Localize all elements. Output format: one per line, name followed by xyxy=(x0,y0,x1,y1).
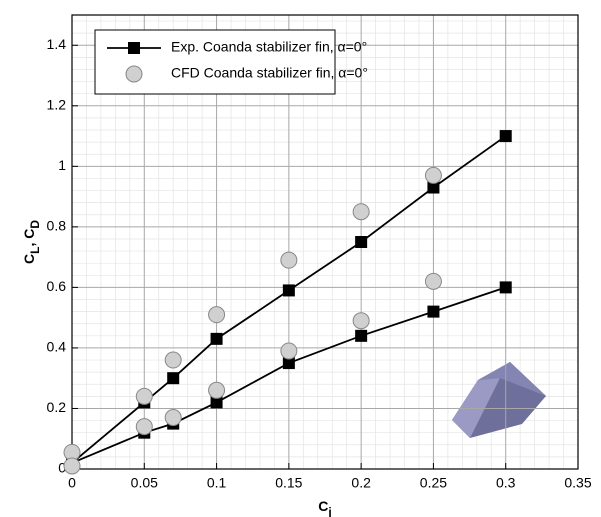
data-point xyxy=(500,130,512,142)
x-tick-label: 0.3 xyxy=(496,475,516,491)
data-point xyxy=(167,372,179,384)
data-point xyxy=(281,252,297,268)
data-point xyxy=(165,410,181,426)
x-tick-label: 0.35 xyxy=(564,475,591,491)
data-point xyxy=(211,333,223,345)
data-point xyxy=(136,419,152,435)
axis-label-part: , C xyxy=(21,229,37,247)
y-tick-label: 0.4 xyxy=(47,339,67,355)
data-point xyxy=(281,343,297,359)
x-tick-label: 0.2 xyxy=(351,475,371,491)
axis-label-part: D xyxy=(28,220,42,229)
data-point xyxy=(425,273,441,289)
x-tick-label: 0.05 xyxy=(131,475,158,491)
y-tick-label: 1.4 xyxy=(47,36,67,52)
data-point xyxy=(283,284,295,296)
x-tick-label: 0 xyxy=(68,475,76,491)
chart: 00.050.10.150.20.250.30.3500.20.40.60.81… xyxy=(0,0,601,517)
legend-label: CFD Coanda stabilizer fin, α=0° xyxy=(171,65,368,81)
y-tick-label: 0.6 xyxy=(47,278,67,294)
y-tick-label: 0.8 xyxy=(47,218,67,234)
data-point xyxy=(427,306,439,318)
data-point xyxy=(355,236,367,248)
data-point xyxy=(355,330,367,342)
y-tick-label: 1 xyxy=(58,157,66,173)
axis-label: Cj xyxy=(318,498,331,517)
legend-marker xyxy=(128,42,140,54)
x-tick-label: 0.25 xyxy=(420,475,447,491)
axis-label: CL, CD xyxy=(21,220,42,264)
data-point xyxy=(353,313,369,329)
data-point xyxy=(165,352,181,368)
data-point xyxy=(136,388,152,404)
y-tick-label: 1.2 xyxy=(47,97,67,113)
data-point xyxy=(209,307,225,323)
x-tick-label: 0.15 xyxy=(275,475,302,491)
fin-illustration xyxy=(452,362,546,438)
axis-label-part: j xyxy=(327,505,331,517)
data-point xyxy=(353,204,369,220)
data-point xyxy=(209,382,225,398)
axis-label-part: C xyxy=(318,498,328,514)
y-tick-label: 0.2 xyxy=(47,399,67,415)
data-point xyxy=(64,458,80,474)
x-tick-label: 0.1 xyxy=(207,475,227,491)
data-point xyxy=(425,167,441,183)
legend-marker xyxy=(126,66,142,82)
axis-label-part: L xyxy=(28,247,42,254)
axis-label-part: C xyxy=(21,254,37,264)
data-point xyxy=(500,281,512,293)
legend-label: Exp. Coanda stabilizer fin, α=0° xyxy=(171,39,367,55)
